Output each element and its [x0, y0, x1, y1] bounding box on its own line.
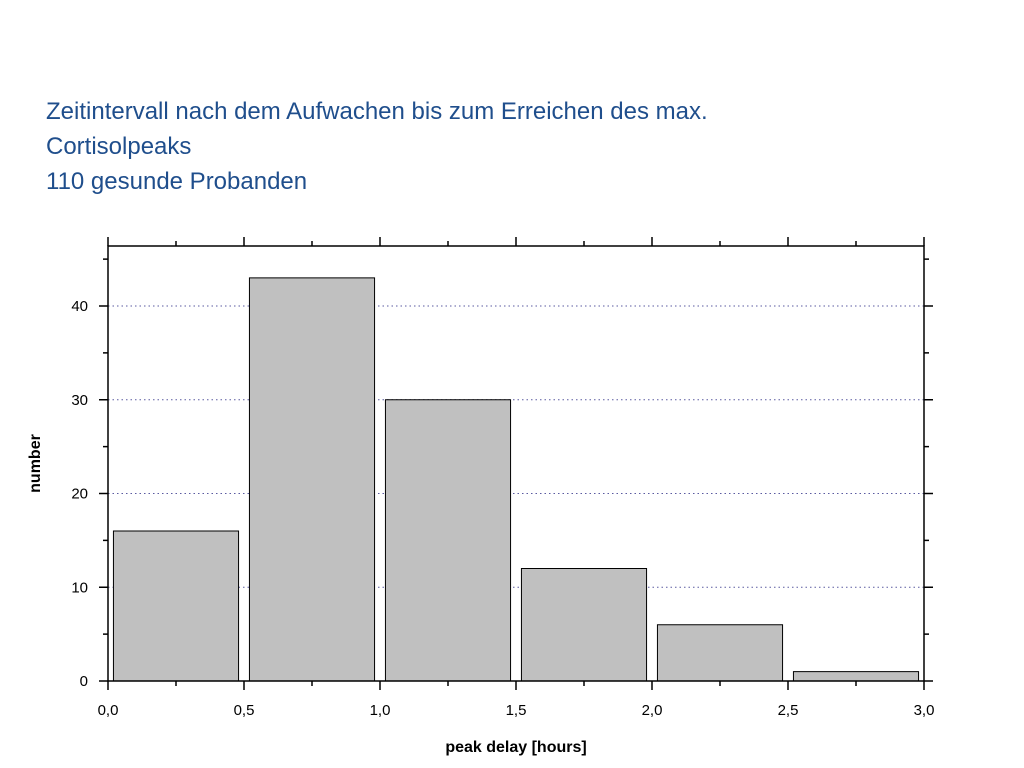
grid-lines — [108, 305, 924, 588]
y-tick-label-4: 40 — [71, 298, 88, 315]
title-line-2: Cortisolpeaks — [46, 133, 192, 160]
x-tick-label-0: 0,0 — [98, 702, 119, 719]
bar-4 — [656, 624, 784, 682]
y-axis-label: number — [27, 434, 44, 493]
x-tick-label-2: 1,0 — [370, 702, 391, 719]
bar-5 — [792, 671, 920, 682]
axis-ticks — [99, 237, 933, 690]
x-tick-label-1: 0,5 — [234, 702, 255, 719]
x-tick-label-4: 2,0 — [642, 702, 663, 719]
x-axis-label: peak delay [hours] — [445, 739, 586, 756]
x-tick-label-5: 2,5 — [778, 702, 799, 719]
tick-labels: 0,0 0,5 1,0 1,5 2,0 2,5 3,0 0 10 20 30 40 — [71, 298, 934, 719]
title-line-1: Zeitintervall nach dem Aufwachen bis zum… — [46, 98, 708, 125]
bars — [112, 277, 920, 682]
bar-2 — [384, 399, 512, 682]
y-tick-label-2: 20 — [71, 486, 88, 503]
y-tick-label-1: 10 — [71, 579, 88, 596]
x-tick-label-6: 3,0 — [914, 702, 935, 719]
chart-title: Zeitintervall nach dem Aufwachen bis zum… — [46, 94, 986, 199]
bar-0 — [112, 530, 240, 682]
y-tick-label-0: 0 — [80, 673, 88, 690]
title-line-3: 110 gesunde Probanden — [46, 168, 308, 195]
y-tick-label-3: 30 — [71, 392, 88, 409]
bar-1 — [248, 277, 376, 682]
bar-3 — [520, 568, 648, 682]
x-tick-label-3: 1,5 — [506, 702, 527, 719]
